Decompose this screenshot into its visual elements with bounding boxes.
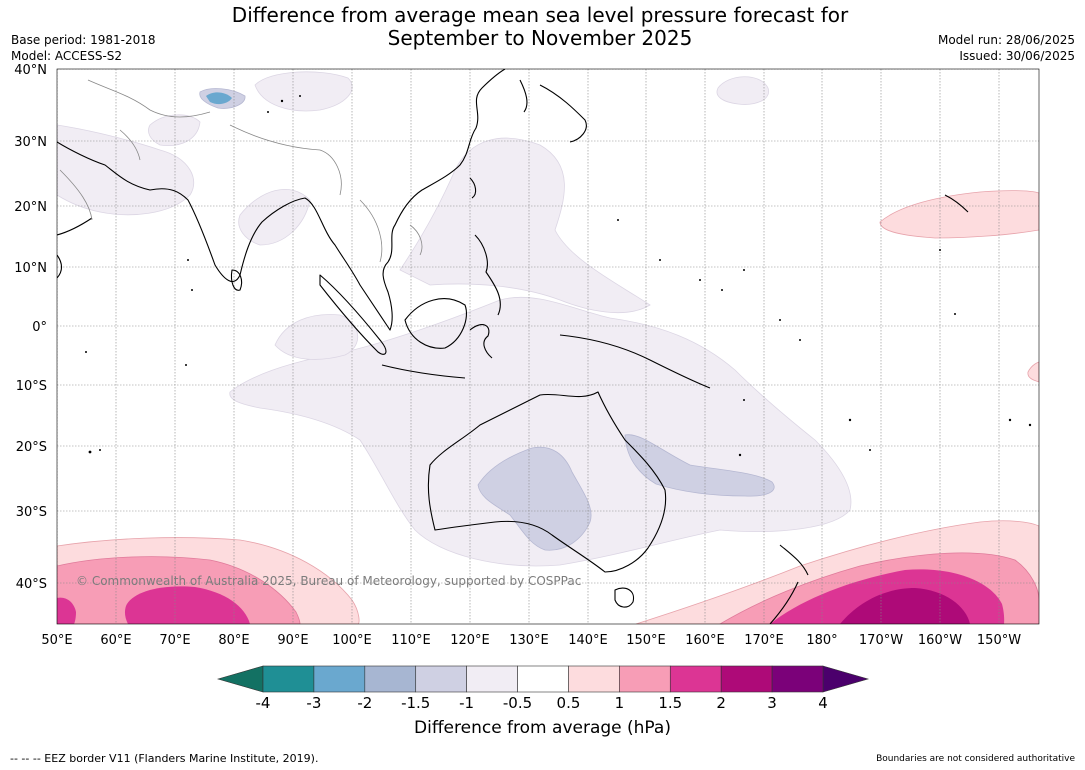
lat-label: 30°N <box>14 135 47 150</box>
coast-hawaii <box>944 194 969 213</box>
model-name: Model: ACCESS-S2 <box>11 49 123 63</box>
anomaly-light-negative <box>57 71 852 567</box>
coast-korea-japan <box>519 79 587 143</box>
colorbar-tick-label: -2 <box>357 694 373 712</box>
country-borders <box>59 79 423 263</box>
colorbar-tick-label: -4 <box>255 694 271 712</box>
lon-label: 170°E <box>744 633 784 648</box>
title-line-2: September to November 2025 <box>387 26 693 50</box>
lat-label: 0° <box>32 320 47 335</box>
lon-label: 80°E <box>218 633 249 648</box>
colorbar <box>216 665 870 693</box>
lon-label: 130°E <box>509 633 549 648</box>
copyright-notice: © Commonwealth of Australia 2025, Bureau… <box>76 574 582 588</box>
eez-border-note: -- -- -- EEZ border V11 (Flanders Marine… <box>10 752 319 765</box>
lat-label: 40°S <box>16 577 47 592</box>
coast-java <box>381 364 466 379</box>
lon-label: 70°E <box>159 633 190 648</box>
base-period: Base period: 1981-2018 <box>11 33 156 47</box>
colorbar-high-extension <box>822 665 870 693</box>
lon-label: 150°W <box>977 633 1021 648</box>
issued-date: Issued: 30/06/2025 <box>959 49 1075 63</box>
lon-label: 90°E <box>277 633 308 648</box>
colorbar-tick-label: 2 <box>716 694 726 712</box>
longitude-labels: 50°E 60°E 70°E 80°E 90°E 100°E 110°E 120… <box>41 633 1021 648</box>
coastlines <box>57 69 969 624</box>
anomaly-very-high-positive <box>840 588 970 624</box>
coast-arabia-south <box>57 217 93 236</box>
coast-new-zealand <box>769 544 809 624</box>
colorbar-segment <box>619 665 671 693</box>
coast-africa-horn <box>57 254 63 279</box>
map-area <box>57 69 1039 624</box>
colorbar-segment <box>262 665 315 693</box>
coast-asia-arabia <box>57 69 506 331</box>
map-frame <box>56 68 1040 625</box>
colorbar-low-extension <box>216 665 264 693</box>
lon-label: 160°W <box>918 633 962 648</box>
coast-sri-lanka <box>230 269 243 291</box>
colorbar-segment <box>568 665 620 693</box>
colorbar-segment <box>669 665 722 693</box>
coast-sumatra <box>319 274 387 355</box>
lat-label: 30°S <box>16 505 47 520</box>
colorbar-tick-label: 4 <box>818 694 828 712</box>
colorbar-segment <box>313 665 366 693</box>
lat-label: 20°N <box>14 200 47 215</box>
colorbar-tick-label: 1.5 <box>658 694 683 712</box>
colorbar-tick-label: 0.5 <box>556 694 581 712</box>
lon-label: 180° <box>806 633 837 648</box>
colorbar-tick-label: -1 <box>459 694 475 712</box>
map-title: Difference from average mean sea level p… <box>200 4 880 50</box>
colorbar-segment <box>720 665 773 693</box>
lon-label: 140°E <box>568 633 608 648</box>
lat-label: 40°N <box>14 63 47 78</box>
lat-label: 10°N <box>14 261 47 276</box>
colorbar-segment <box>466 665 518 693</box>
lon-label: 120°E <box>450 633 490 648</box>
coast-borneo <box>404 298 467 349</box>
meta-left: Base period: 1981-2018 Model: ACCESS-S2 <box>11 32 156 64</box>
lon-label: 150°E <box>626 633 666 648</box>
coast-taiwan <box>469 177 477 199</box>
coast-sulawesi <box>469 324 493 359</box>
pacific-islands <box>85 95 1032 457</box>
meta-right: Model run: 28/06/2025 Issued: 30/06/2025 <box>938 32 1075 64</box>
boundary-disclaimer: Boundaries are not considered authoritat… <box>876 754 1075 764</box>
lon-label: 60°E <box>100 633 131 648</box>
colorbar-tick-label: -3 <box>306 694 322 712</box>
colorbar-segment <box>415 665 467 693</box>
lon-label: 160°E <box>685 633 725 648</box>
colorbar-segment <box>771 665 824 693</box>
colorbar-tick-label: 1 <box>614 694 625 712</box>
lat-label: 20°S <box>16 440 47 455</box>
latitude-labels: 40°N 30°N 20°N 10°N 0° 10°S 20°S 30°S 40… <box>14 63 47 592</box>
title-line-1: Difference from average mean sea level p… <box>231 3 849 27</box>
lon-label: 50°E <box>41 633 72 648</box>
colorbar-segment <box>364 665 417 693</box>
graticule <box>57 69 1039 624</box>
lon-label: 170°W <box>859 633 903 648</box>
lat-label: 10°S <box>16 379 47 394</box>
coast-philippines <box>474 234 501 316</box>
colorbar-tick-label: 3 <box>767 694 777 712</box>
colorbar-segment <box>517 665 569 693</box>
colorbar-label: Difference from average (hPa) <box>414 718 671 738</box>
anomaly-strong-negative <box>206 92 232 105</box>
colorbar-tick-label: -1.5 <box>401 694 431 712</box>
coast-australia <box>427 391 667 573</box>
model-run: Model run: 28/06/2025 <box>937 33 1075 47</box>
coast-new-guinea <box>559 334 711 389</box>
lon-label: 110°E <box>391 633 431 648</box>
lon-label: 100°E <box>332 633 372 648</box>
colorbar-tick-label: -0.5 <box>502 694 533 712</box>
coast-tasmania <box>614 587 635 608</box>
